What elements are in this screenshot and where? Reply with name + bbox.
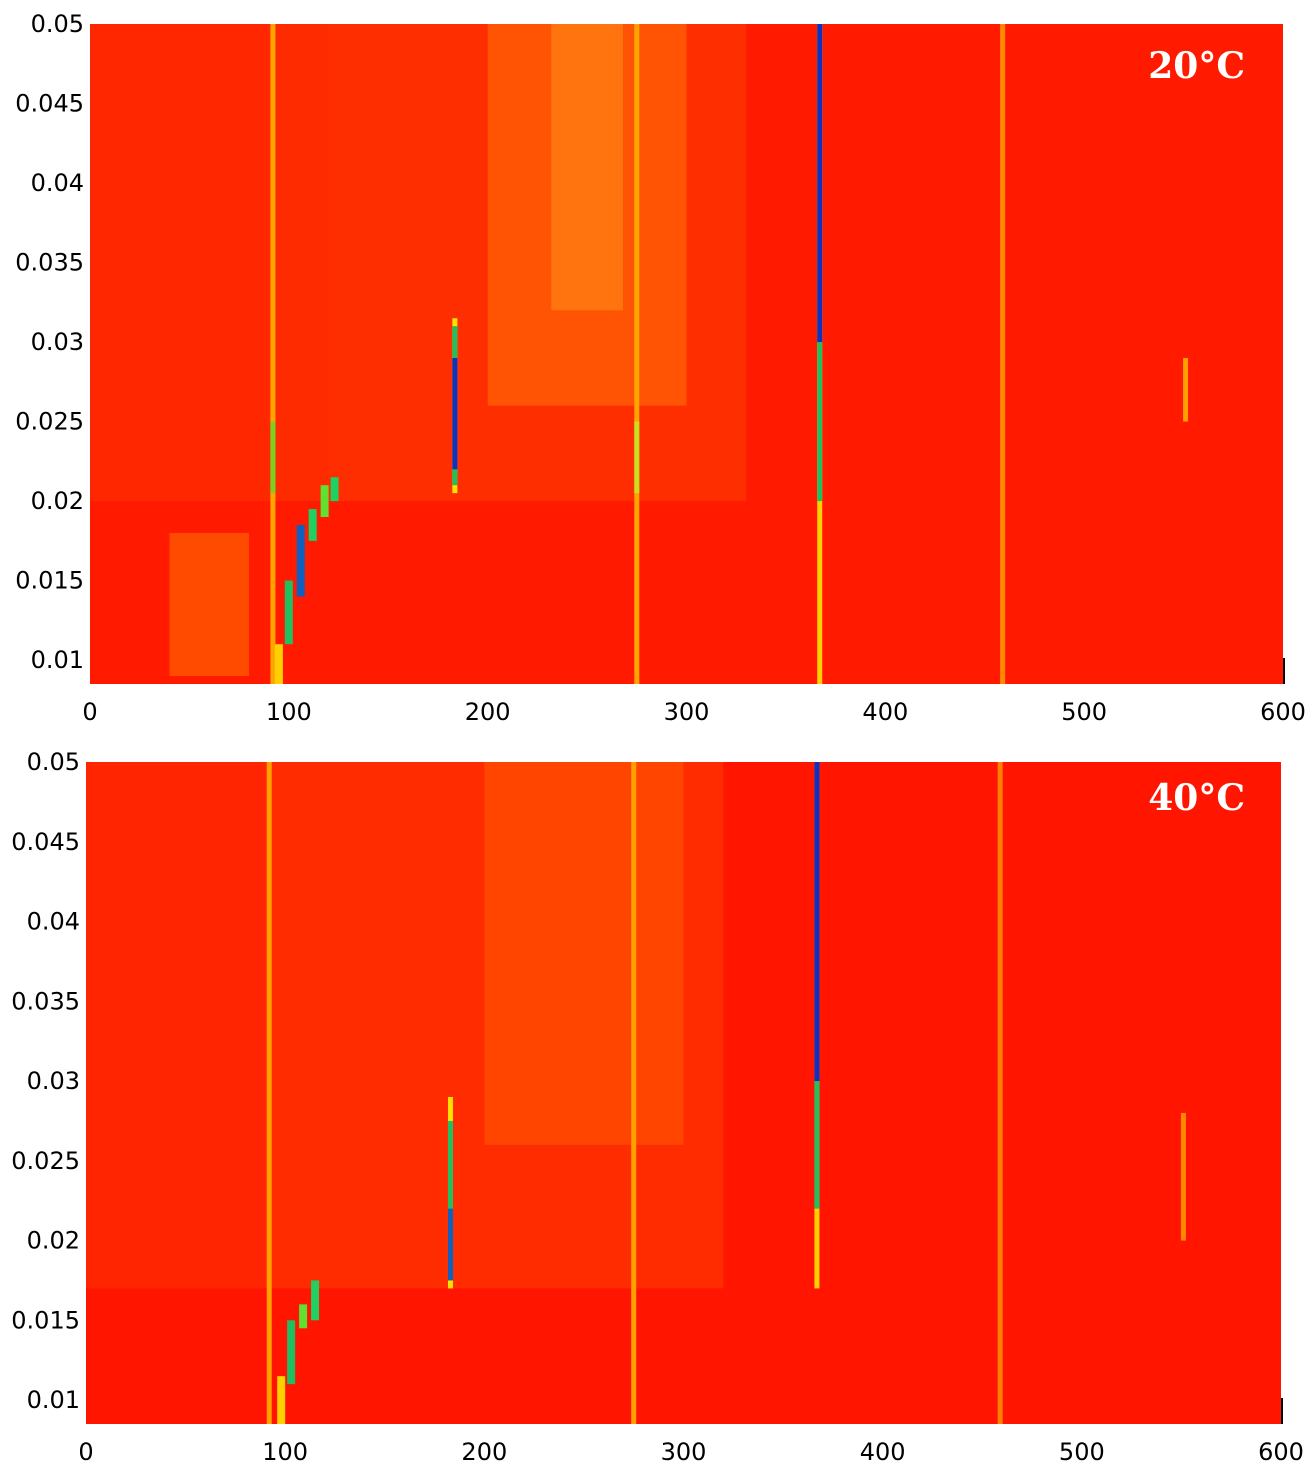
- x-tick-label: 300: [664, 698, 710, 726]
- heatmap-region: [90, 24, 329, 502]
- trail-segment: [311, 1280, 320, 1321]
- trail-segment: [296, 524, 305, 597]
- x-tick-label: 600: [1260, 698, 1306, 726]
- resonance-line: [1180, 1112, 1186, 1241]
- resonance-line: [634, 24, 640, 684]
- trail-segment: [287, 1320, 296, 1385]
- trail-segment: [330, 477, 339, 502]
- resonance-line: [447, 1120, 453, 1281]
- x-tick-label: 100: [262, 1438, 308, 1466]
- x-tick-label: 0: [78, 1438, 93, 1466]
- y-tick-label: 0.035: [15, 249, 84, 277]
- temperature-label: 40°C: [1148, 777, 1245, 819]
- resonance-line: [634, 421, 640, 494]
- x-tick-label: 600: [1258, 1438, 1304, 1466]
- resonance-line: [266, 762, 272, 1424]
- x-tick-label: 0: [82, 698, 97, 726]
- trail-segment: [299, 1304, 308, 1329]
- y-tick-label: 0.015: [15, 567, 84, 595]
- heatmap-region: [484, 762, 684, 1145]
- trail-segment: [308, 509, 317, 541]
- resonance-line: [1183, 357, 1189, 422]
- resonance-line: [631, 762, 637, 1424]
- y-tick-label: 0.01: [27, 1386, 80, 1414]
- heatmap-region: [551, 24, 623, 311]
- resonance-line: [270, 24, 276, 684]
- y-tick-label: 0.05: [27, 748, 80, 776]
- temperature-label: 20°C: [1148, 45, 1245, 87]
- y-tick-label: 0.01: [31, 646, 84, 674]
- x-tick-label: 500: [1061, 698, 1107, 726]
- y-tick-label: 0.025: [11, 1147, 80, 1175]
- x-tick-label: 100: [266, 698, 312, 726]
- x-tick-label: 500: [1059, 1438, 1105, 1466]
- heatmap-region: [169, 532, 250, 677]
- x-tick-label: 300: [661, 1438, 707, 1466]
- resonance-line: [447, 1208, 453, 1281]
- y-tick-label: 0.045: [11, 828, 80, 856]
- plot-area: [90, 24, 1283, 684]
- resonance-line: [817, 24, 823, 343]
- y-tick-label: 0.045: [15, 90, 84, 118]
- trail-segment: [320, 485, 329, 518]
- plot-area: [86, 762, 1281, 1424]
- trail-segment: [277, 1376, 286, 1424]
- trail-segment: [274, 644, 283, 684]
- x-tick-label: 400: [862, 698, 908, 726]
- y-tick-label: 0.025: [15, 408, 84, 436]
- resonance-line: [997, 762, 1003, 1424]
- y-tick-label: 0.03: [31, 328, 84, 356]
- y-tick-label: 0.04: [27, 908, 80, 936]
- y-tick-label: 0.035: [11, 987, 80, 1015]
- y-tick-label: 0.05: [31, 10, 84, 38]
- x-tick-label: 400: [860, 1438, 906, 1466]
- heatmap-region: [86, 762, 266, 1289]
- heatmap-panel-20c: 0.01 0.015 0.02 0.025 0.03 0.035 0.04 0.045 0.05…: [15, 10, 1306, 726]
- resonance-line: [814, 762, 820, 1082]
- resonance-line: [1000, 24, 1006, 684]
- x-tick-label: 200: [465, 698, 511, 726]
- heatmap-panel-40c: 0.01 0.015 0.02 0.025 0.03 0.035 0.04 0.045 0.05…: [11, 748, 1304, 1466]
- y-tick-label: 0.02: [31, 487, 84, 515]
- trail-segment: [284, 580, 293, 645]
- y-tick-label: 0.03: [27, 1067, 80, 1095]
- y-tick-label: 0.02: [27, 1227, 80, 1255]
- resonance-line: [452, 357, 458, 470]
- x-tick-label: 200: [461, 1438, 507, 1466]
- y-tick-label: 0.04: [31, 169, 84, 197]
- y-tick-label: 0.015: [11, 1306, 80, 1334]
- resonance-line: [270, 421, 276, 494]
